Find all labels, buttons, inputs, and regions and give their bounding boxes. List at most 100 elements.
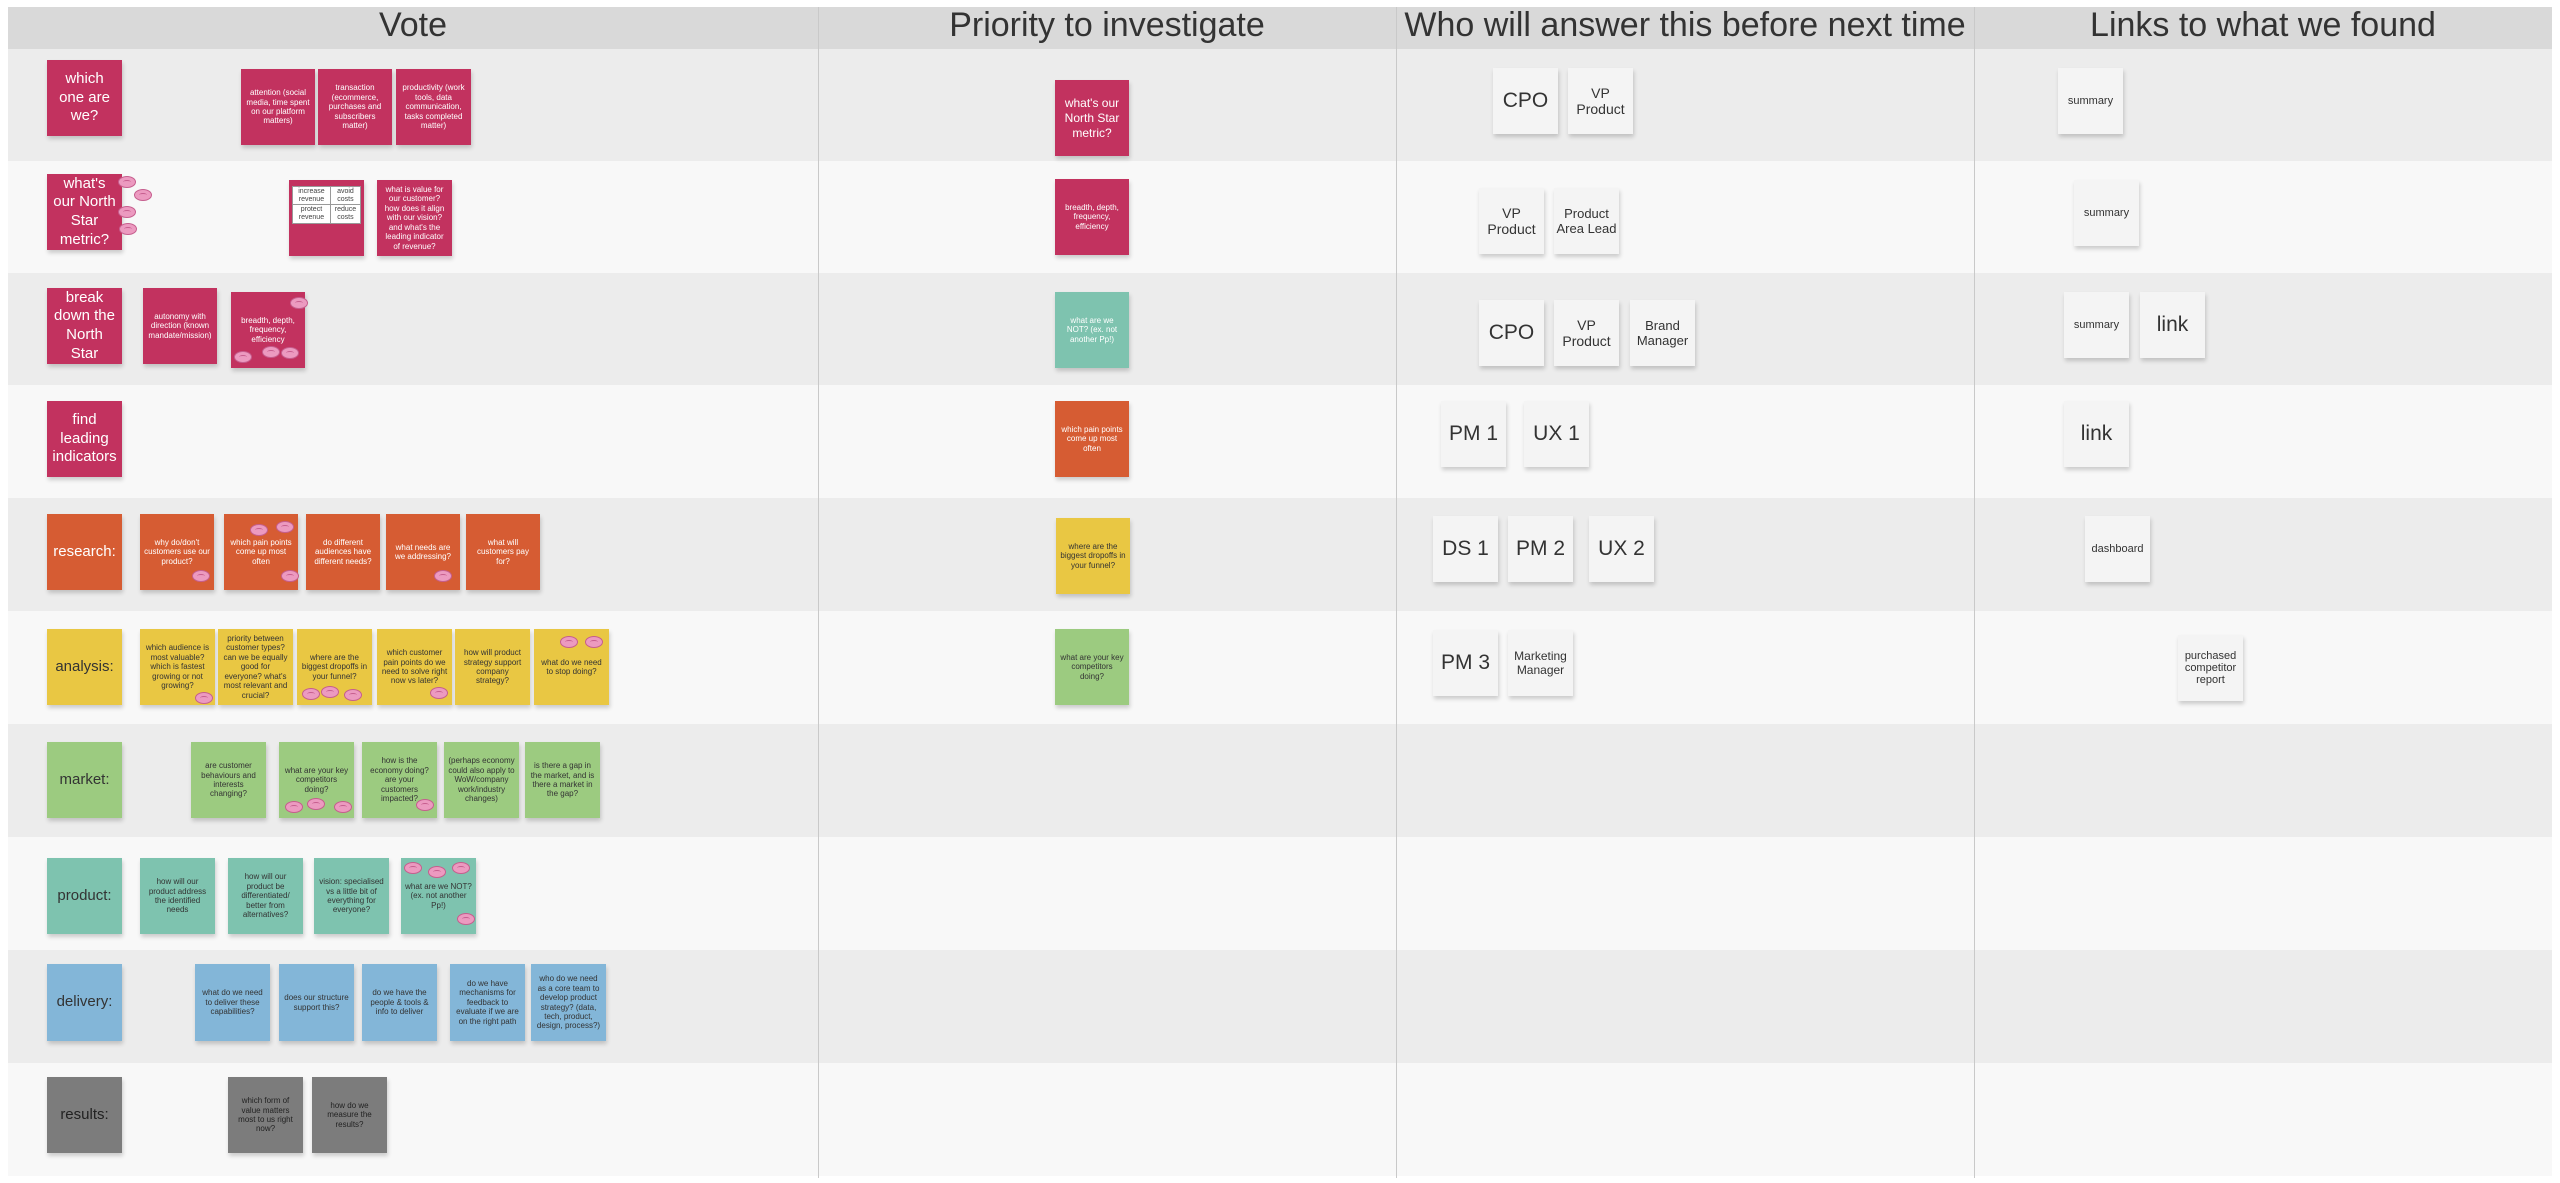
brain-icon bbox=[281, 570, 299, 582]
owner-sticky[interactable]: CPO bbox=[1493, 68, 1558, 134]
question-sticky[interactable]: what will customers pay for? bbox=[466, 514, 540, 590]
value-grid-sticky[interactable]: increase revenue avoid costs protect reve… bbox=[289, 180, 364, 256]
question-sticky[interactable]: how will our product be differentiated/ … bbox=[228, 858, 303, 934]
link-sticky[interactable]: dashboard bbox=[2085, 516, 2150, 582]
brain-icon bbox=[276, 521, 294, 533]
column-divider bbox=[1396, 7, 1397, 1178]
value-grid: increase revenue avoid costs protect reve… bbox=[292, 185, 362, 224]
brain-icon bbox=[195, 692, 213, 704]
brain-icon bbox=[457, 913, 475, 925]
priority-sticky[interactable]: which pain points come up most often bbox=[1055, 401, 1129, 477]
question-sticky[interactable]: attention (social media, time spent on o… bbox=[241, 69, 315, 145]
question-sticky[interactable]: (perhaps economy could also apply to WoW… bbox=[444, 742, 519, 818]
brain-icon bbox=[250, 524, 268, 536]
question-sticky[interactable]: productivity (work tools, data communica… bbox=[396, 69, 471, 145]
owner-sticky[interactable]: VP Product bbox=[1554, 300, 1619, 366]
question-sticky[interactable]: transaction (ecommerce, purchases and su… bbox=[318, 69, 392, 145]
owner-sticky[interactable]: PM 2 bbox=[1508, 516, 1573, 582]
row-label-sticky[interactable]: what's our North Star metric? bbox=[47, 174, 122, 250]
question-sticky[interactable]: autonomy with direction (known mandate/m… bbox=[143, 288, 217, 364]
row-label-sticky[interactable]: product: bbox=[47, 858, 122, 934]
brain-icon bbox=[285, 801, 303, 813]
link-sticky[interactable]: summary bbox=[2064, 292, 2129, 358]
link-sticky[interactable]: link bbox=[2140, 292, 2205, 358]
brain-icon bbox=[585, 636, 603, 648]
row-label-sticky[interactable]: find leading indicators bbox=[47, 401, 122, 477]
brain-icon bbox=[404, 862, 422, 874]
value-grid-cell: protect revenue bbox=[292, 204, 331, 224]
question-sticky[interactable]: do we have mechanisms for feedback to ev… bbox=[450, 964, 525, 1041]
brain-icon bbox=[560, 636, 578, 648]
question-sticky[interactable]: which audience is most valuable? which i… bbox=[140, 629, 215, 705]
brain-icon bbox=[119, 223, 137, 235]
owner-sticky[interactable]: CPO bbox=[1479, 300, 1544, 366]
question-sticky[interactable]: does our structure support this? bbox=[279, 964, 354, 1041]
row-label-sticky[interactable]: results: bbox=[47, 1077, 122, 1153]
question-sticky[interactable]: priority between customer types? can we … bbox=[218, 629, 293, 705]
question-sticky[interactable]: how will our product address the identif… bbox=[140, 858, 215, 934]
owner-sticky[interactable]: UX 2 bbox=[1589, 516, 1654, 582]
owner-sticky[interactable]: PM 1 bbox=[1441, 401, 1506, 467]
link-sticky[interactable]: summary bbox=[2058, 68, 2123, 134]
row-label-sticky[interactable]: which one are we? bbox=[47, 60, 122, 136]
priority-sticky[interactable]: what are we NOT? (ex. not another Pp!) bbox=[1055, 292, 1129, 368]
question-sticky[interactable]: which customer pain points do we need to… bbox=[377, 629, 452, 705]
brain-icon bbox=[452, 862, 470, 874]
column-header-vote: Vote bbox=[378, 6, 448, 44]
brain-icon bbox=[430, 687, 448, 699]
link-sticky[interactable]: summary bbox=[2074, 180, 2139, 246]
brain-icon bbox=[321, 686, 339, 698]
question-sticky[interactable]: do we have the people & tools & info to … bbox=[362, 964, 437, 1041]
question-sticky[interactable]: do different audiences have different ne… bbox=[306, 514, 380, 590]
column-header-links: Links to what we found bbox=[2090, 6, 2436, 44]
column-header-owner: Who will answer this before next time bbox=[1404, 6, 1966, 44]
row-label-sticky[interactable]: market: bbox=[47, 742, 122, 818]
question-sticky[interactable]: what is value for our customer? how does… bbox=[377, 180, 452, 256]
owner-sticky[interactable]: PM 3 bbox=[1433, 630, 1498, 696]
priority-column-header-bar bbox=[818, 7, 1396, 50]
link-sticky[interactable]: purchased competitor report bbox=[2178, 635, 2243, 701]
brain-icon bbox=[302, 688, 320, 700]
brain-icon bbox=[344, 689, 362, 701]
brain-icon bbox=[428, 866, 446, 878]
question-sticky[interactable]: are customer behaviours and interests ch… bbox=[191, 742, 266, 818]
row-label-sticky[interactable]: analysis: bbox=[47, 629, 122, 705]
brain-icon bbox=[334, 801, 352, 813]
brain-icon bbox=[118, 176, 136, 188]
value-grid-cell: increase revenue bbox=[292, 185, 331, 206]
brain-icon bbox=[262, 346, 280, 358]
column-divider bbox=[818, 7, 819, 1178]
row-label-sticky[interactable]: delivery: bbox=[47, 964, 122, 1041]
question-sticky[interactable]: which form of value matters most to us r… bbox=[228, 1077, 303, 1153]
question-sticky[interactable]: how will product strategy support compan… bbox=[455, 629, 530, 705]
question-sticky[interactable]: is there a gap in the market, and is the… bbox=[525, 742, 600, 818]
owner-sticky[interactable]: DS 1 bbox=[1433, 516, 1498, 582]
value-grid-cell: reduce costs bbox=[329, 204, 362, 224]
question-sticky[interactable]: what do we need to deliver these capabil… bbox=[195, 964, 270, 1041]
column-header-priority: Priority to investigate bbox=[949, 6, 1265, 44]
question-sticky[interactable]: how is the economy doing? are your custo… bbox=[362, 742, 437, 818]
brain-icon bbox=[281, 347, 299, 359]
priority-sticky[interactable]: breadth, depth, frequency, efficiency bbox=[1055, 179, 1129, 255]
owner-sticky[interactable]: Marketing Manager bbox=[1508, 630, 1573, 696]
owner-sticky[interactable]: UX 1 bbox=[1524, 401, 1589, 467]
question-sticky[interactable]: who do we need as a core team to develop… bbox=[531, 964, 606, 1041]
row-label-sticky[interactable]: break down the North Star bbox=[47, 288, 122, 364]
question-sticky[interactable]: how do we measure the results? bbox=[312, 1077, 387, 1153]
brain-icon bbox=[416, 799, 434, 811]
owner-sticky[interactable]: VP Product bbox=[1479, 188, 1544, 254]
question-sticky[interactable]: vision: specialised vs a little bit of e… bbox=[314, 858, 389, 934]
row-band bbox=[8, 385, 2552, 498]
value-grid-cell: avoid costs bbox=[329, 185, 362, 206]
owner-sticky[interactable]: Brand Manager bbox=[1630, 300, 1695, 366]
priority-sticky[interactable]: what's our North Star metric? bbox=[1055, 80, 1129, 156]
row-label-sticky[interactable]: research: bbox=[47, 514, 122, 590]
brain-icon bbox=[118, 206, 136, 218]
link-sticky[interactable]: link bbox=[2064, 401, 2129, 467]
row-band bbox=[8, 837, 2552, 950]
owner-sticky[interactable]: VP Product bbox=[1568, 68, 1633, 134]
priority-sticky[interactable]: what are your key competitors doing? bbox=[1055, 629, 1129, 705]
priority-sticky[interactable]: where are the biggest dropoffs in your f… bbox=[1056, 518, 1130, 594]
owner-sticky[interactable]: Product Area Lead bbox=[1554, 188, 1619, 254]
